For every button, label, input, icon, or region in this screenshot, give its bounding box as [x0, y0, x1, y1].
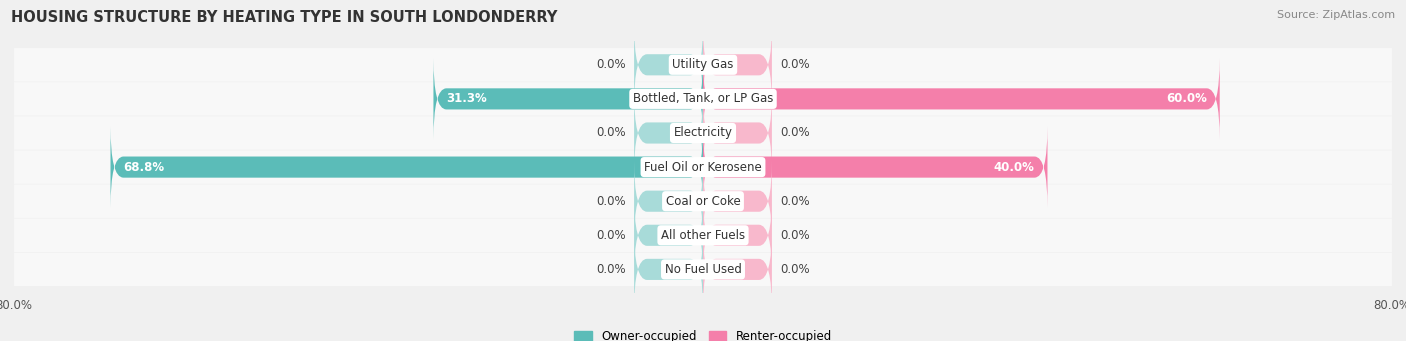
Text: HOUSING STRUCTURE BY HEATING TYPE IN SOUTH LONDONDERRY: HOUSING STRUCTURE BY HEATING TYPE IN SOU…: [11, 10, 558, 25]
Text: Bottled, Tank, or LP Gas: Bottled, Tank, or LP Gas: [633, 92, 773, 105]
FancyBboxPatch shape: [14, 116, 1392, 150]
FancyBboxPatch shape: [703, 127, 1047, 208]
Legend: Owner-occupied, Renter-occupied: Owner-occupied, Renter-occupied: [574, 330, 832, 341]
FancyBboxPatch shape: [634, 92, 703, 174]
Text: 0.0%: 0.0%: [596, 229, 626, 242]
Text: 31.3%: 31.3%: [446, 92, 486, 105]
FancyBboxPatch shape: [634, 195, 703, 276]
Text: Utility Gas: Utility Gas: [672, 58, 734, 71]
Text: 40.0%: 40.0%: [994, 161, 1035, 174]
Text: 0.0%: 0.0%: [780, 127, 810, 139]
Text: 60.0%: 60.0%: [1166, 92, 1206, 105]
Text: Fuel Oil or Kerosene: Fuel Oil or Kerosene: [644, 161, 762, 174]
Text: 0.0%: 0.0%: [596, 58, 626, 71]
FancyBboxPatch shape: [634, 229, 703, 310]
Text: All other Fuels: All other Fuels: [661, 229, 745, 242]
Text: 68.8%: 68.8%: [124, 161, 165, 174]
FancyBboxPatch shape: [703, 58, 1219, 139]
Text: Source: ZipAtlas.com: Source: ZipAtlas.com: [1277, 10, 1395, 20]
FancyBboxPatch shape: [14, 253, 1392, 286]
FancyBboxPatch shape: [634, 161, 703, 242]
Text: 0.0%: 0.0%: [780, 263, 810, 276]
Text: 0.0%: 0.0%: [780, 229, 810, 242]
FancyBboxPatch shape: [14, 150, 1392, 184]
Text: Coal or Coke: Coal or Coke: [665, 195, 741, 208]
Text: Electricity: Electricity: [673, 127, 733, 139]
FancyBboxPatch shape: [14, 82, 1392, 116]
FancyBboxPatch shape: [111, 127, 703, 208]
Text: 0.0%: 0.0%: [596, 195, 626, 208]
Text: 0.0%: 0.0%: [780, 195, 810, 208]
FancyBboxPatch shape: [14, 48, 1392, 81]
FancyBboxPatch shape: [703, 24, 772, 105]
FancyBboxPatch shape: [703, 92, 772, 174]
FancyBboxPatch shape: [433, 58, 703, 139]
Text: 0.0%: 0.0%: [596, 263, 626, 276]
FancyBboxPatch shape: [703, 161, 772, 242]
FancyBboxPatch shape: [703, 229, 772, 310]
Text: No Fuel Used: No Fuel Used: [665, 263, 741, 276]
FancyBboxPatch shape: [634, 24, 703, 105]
Text: 0.0%: 0.0%: [596, 127, 626, 139]
Text: 0.0%: 0.0%: [780, 58, 810, 71]
FancyBboxPatch shape: [14, 184, 1392, 218]
FancyBboxPatch shape: [14, 219, 1392, 252]
FancyBboxPatch shape: [703, 195, 772, 276]
